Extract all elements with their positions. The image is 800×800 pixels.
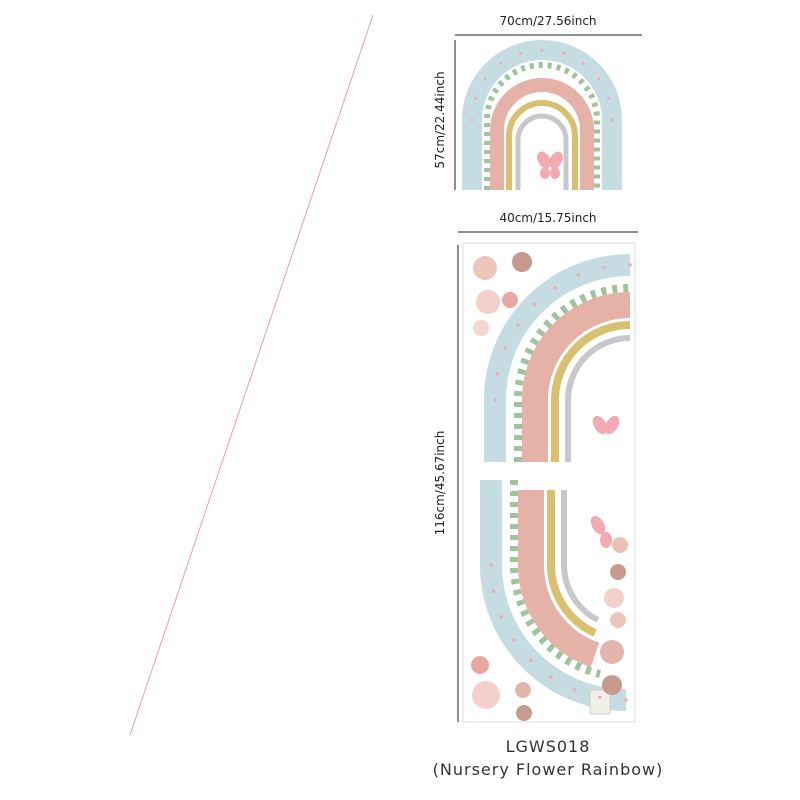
rainbow-band — [490, 78, 594, 190]
decor-circle — [499, 61, 503, 65]
rainbow-band — [561, 490, 600, 623]
dimension-label: 57cm/22.44inch — [433, 71, 447, 168]
decor-circle — [476, 290, 500, 314]
decor-circle — [495, 371, 500, 376]
decor-circle — [612, 537, 628, 553]
decor-circle — [624, 698, 628, 702]
decor-circle — [602, 675, 622, 695]
decor-circle — [518, 51, 522, 55]
rainbow-band — [522, 292, 631, 462]
decor-circle — [473, 96, 477, 100]
decor-circle — [540, 48, 544, 52]
decor-circle — [511, 638, 516, 642]
butterfly — [537, 151, 563, 179]
decor-circle — [553, 285, 557, 290]
decor-circle — [532, 302, 537, 307]
decor-circle — [600, 640, 624, 664]
rainbow-band — [547, 490, 597, 637]
decor-circle — [610, 564, 626, 580]
decor-circle — [581, 61, 585, 65]
product-name: (Nursery Flower Rainbow) — [433, 760, 664, 779]
decor-circle — [597, 77, 601, 81]
rainbow-sticker — [462, 40, 622, 190]
decor-circle — [562, 51, 566, 55]
flower-garland — [514, 284, 631, 462]
decor-circle — [516, 705, 532, 721]
decor-circle — [610, 118, 614, 122]
rainbow-band — [551, 321, 631, 462]
decor-circle — [628, 263, 632, 267]
decor-circle — [597, 695, 602, 700]
rainbow-band — [565, 335, 631, 462]
decor-circle — [607, 96, 611, 100]
decor-circle — [493, 398, 497, 402]
decor-circle — [499, 614, 504, 619]
rainbow-band — [506, 100, 578, 190]
decor-circle — [572, 687, 577, 692]
rainbow-band — [517, 490, 600, 668]
flower-garland — [484, 62, 600, 190]
rainbow-piece — [484, 254, 631, 462]
dimension-label: 40cm/15.75inch — [499, 211, 596, 225]
rainbow-band — [484, 254, 631, 462]
product-code: LGWS018 — [506, 737, 591, 756]
label-tag — [589, 689, 611, 715]
decor-circle — [515, 323, 520, 327]
decor-circle — [528, 658, 533, 663]
dimension-label: 116cm/45.67inch — [433, 431, 447, 536]
decor-circle — [604, 588, 624, 608]
decor-circles — [470, 48, 632, 721]
decor-circle — [483, 77, 487, 81]
decor-circle — [502, 292, 518, 308]
dimension-label: 70cm/27.56inch — [499, 14, 596, 28]
decor-circle — [601, 265, 606, 270]
decor-circle — [503, 346, 508, 351]
decor-circle — [489, 563, 493, 567]
decor-circle — [610, 612, 626, 628]
rainbow-band — [515, 113, 569, 190]
decor-circle — [512, 252, 532, 272]
decor-circle — [515, 682, 531, 698]
rainbow-piece — [480, 480, 627, 715]
diagonal-line — [129, 14, 374, 736]
decor-circle — [473, 256, 497, 280]
decor-circle — [471, 656, 489, 674]
flower-garland — [510, 480, 601, 678]
decor-circle — [472, 681, 500, 709]
decor-circle — [473, 320, 489, 336]
decor-circle — [549, 675, 553, 680]
decor-circle — [470, 118, 474, 122]
decor-circle — [576, 273, 581, 278]
decor-circle — [491, 589, 496, 594]
